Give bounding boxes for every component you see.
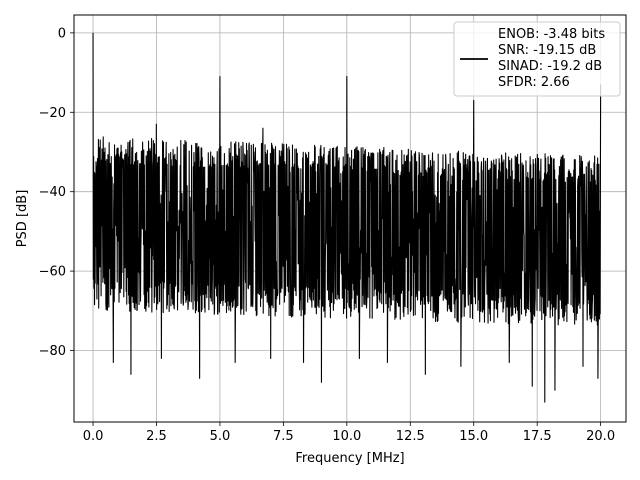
x-tick-label: 2.5 (146, 429, 167, 444)
psd-trace-line (92, 32, 602, 403)
y-tick-label: −20 (39, 106, 66, 121)
x-tick-label: 17.5 (523, 429, 552, 444)
y-tick-label: −60 (39, 265, 66, 280)
y-tick-label: −80 (39, 344, 66, 359)
legend-entry-sfdr: SFDR: 2.66 (498, 75, 570, 90)
legend-entry-sinad: SINAD: -19.2 dB (498, 59, 602, 74)
x-tick-label: 5.0 (210, 429, 231, 444)
x-tick-label: 10.0 (332, 429, 361, 444)
legend-entry-snr: SNR: -19.15 dB (498, 43, 596, 58)
x-tick-label: 20.0 (586, 429, 615, 444)
x-tick-label: 12.5 (396, 429, 425, 444)
x-tick-label: 7.5 (273, 429, 294, 444)
x-tick-label: 0.0 (83, 429, 104, 444)
legend: ENOB: -3.48 bits SNR: -19.15 dB SINAD: -… (453, 21, 621, 97)
y-axis-label: PSD [dB] (15, 190, 30, 248)
x-tick-label: 15.0 (459, 429, 488, 444)
y-tick-label: −40 (39, 185, 66, 200)
x-axis-ticks: 0.0 2.5 5.0 7.5 10.0 12.5 15.0 17.5 20.0 (83, 422, 615, 444)
x-axis-label: Frequency [MHz] (295, 451, 404, 466)
plot-area (92, 32, 602, 403)
legend-box (453, 21, 621, 97)
legend-entry-enob: ENOB: -3.48 bits (498, 27, 605, 42)
axes-frame (73, 14, 627, 423)
y-tick-label: 0 (58, 26, 66, 41)
y-axis-ticks: 0 −20 −40 −60 −80 (39, 26, 74, 359)
